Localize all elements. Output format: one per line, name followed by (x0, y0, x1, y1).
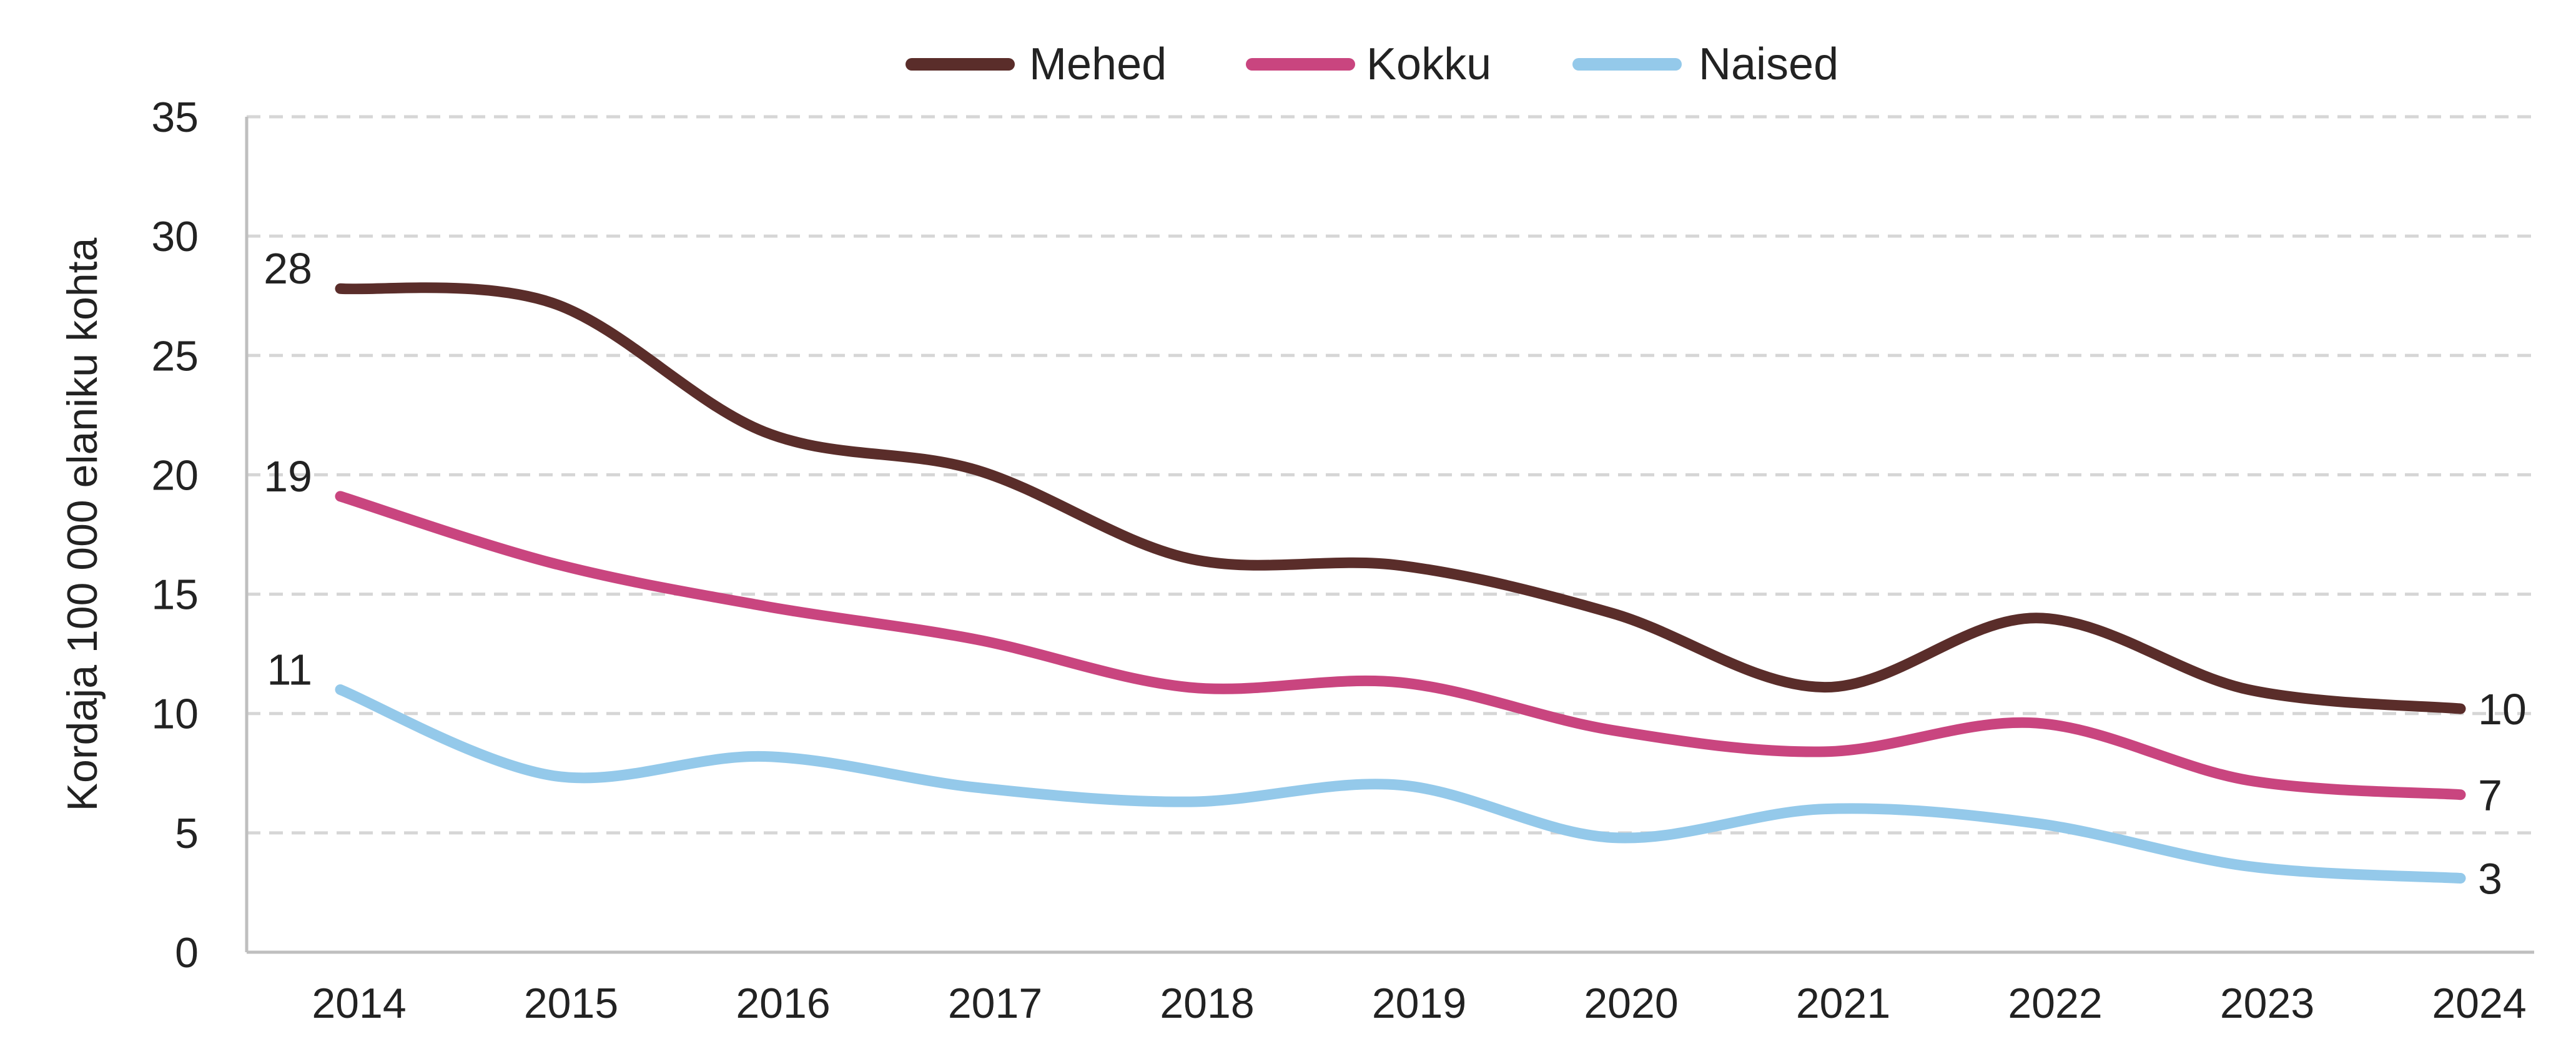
series-layer (335, 282, 2466, 884)
x-tick-label: 2015 (524, 980, 618, 1027)
data-label-end-mehed: 10 (2478, 685, 2527, 734)
y-tick-label: 10 (151, 691, 199, 738)
y-tick-label: 0 (175, 929, 199, 977)
data-label-end-naised: 3 (2478, 854, 2502, 903)
data-label-start-kokku: 19 (264, 452, 312, 501)
y-tick-label: 15 (151, 571, 199, 619)
legend-label-kokku: Kokku (1366, 39, 1491, 89)
x-tick-label: 2023 (2220, 980, 2314, 1027)
series-line-mehed (335, 282, 2466, 714)
axis-layer: 0 5 10 15 20 25 30 35 2014 2015 2016 2017 2018 2019 20… (151, 94, 2534, 1027)
series-line-kokku (335, 491, 2466, 800)
x-tick-label: 2018 (1160, 980, 1254, 1027)
y-tick-label: 25 (151, 332, 199, 380)
x-tick-label: 2024 (2432, 980, 2526, 1027)
data-label-start-naised: 11 (267, 645, 312, 694)
legend-label-mehed: Mehed (1029, 39, 1167, 89)
y-axis-label: Kordaja 100 000 elaniku kohta (59, 237, 106, 811)
label-layer: 11 3 19 7 28 10 (264, 244, 2527, 903)
y-tick-label: 20 (151, 451, 199, 499)
series-line-naised (335, 684, 2466, 884)
x-tick-label: 2020 (1584, 980, 1678, 1027)
grid-layer (247, 115, 2534, 835)
x-tick-label: 2022 (2008, 980, 2102, 1027)
x-tick-label: 2021 (1796, 980, 1890, 1027)
data-label-end-kokku: 7 (2478, 771, 2502, 820)
y-tick-label: 35 (151, 94, 199, 141)
y-tick-label: 5 (175, 810, 199, 857)
legend-label-naised: Naised (1699, 39, 1838, 89)
y-tick-label: 30 (151, 213, 199, 260)
legend: Mehed Kokku Naised (906, 39, 1838, 89)
x-tick-label: 2019 (1372, 980, 1466, 1027)
x-tick-label: 2017 (948, 980, 1042, 1027)
x-tick-label: 2014 (312, 980, 406, 1027)
data-label-start-mehed: 28 (264, 244, 312, 293)
x-tick-label: 2016 (736, 980, 830, 1027)
